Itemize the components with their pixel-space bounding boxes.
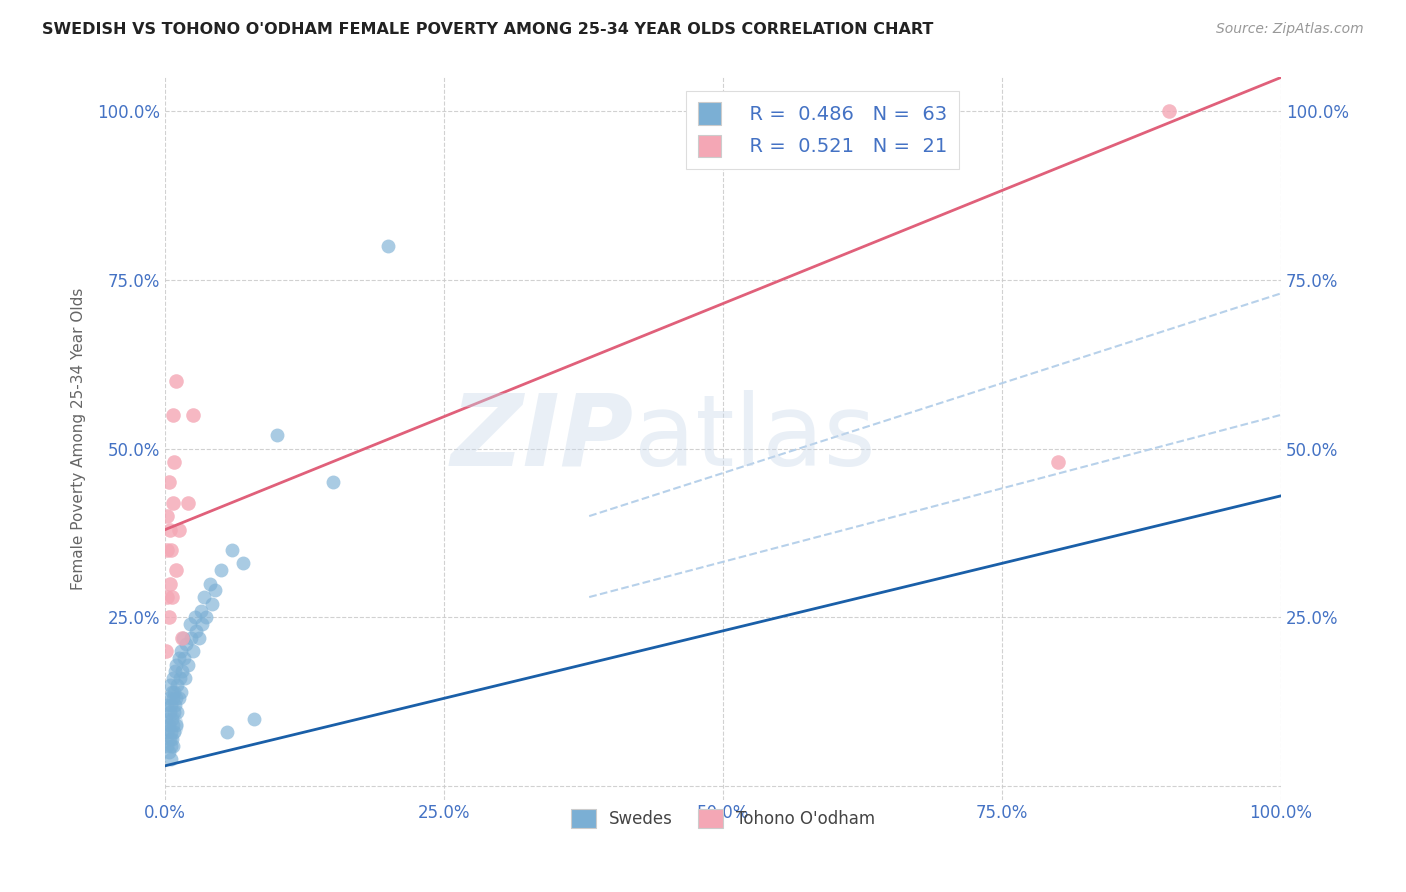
- Point: [159, 725, 181, 739]
- Point: [159, 752, 181, 766]
- Point: [322, 475, 344, 490]
- Legend: Swedes, Tohono O'odham: Swedes, Tohono O'odham: [564, 802, 882, 835]
- Point: [167, 691, 190, 706]
- Point: [157, 610, 180, 624]
- Point: [173, 650, 195, 665]
- Point: [163, 684, 186, 698]
- Point: [159, 731, 181, 746]
- Point: [191, 617, 214, 632]
- Point: [180, 631, 202, 645]
- Point: [160, 684, 183, 698]
- Point: [159, 523, 181, 537]
- Point: [204, 583, 226, 598]
- Point: [156, 725, 179, 739]
- Point: [162, 671, 184, 685]
- Point: [165, 563, 187, 577]
- Point: [176, 637, 198, 651]
- Point: [170, 644, 193, 658]
- Point: [162, 718, 184, 732]
- Point: [174, 671, 197, 685]
- Point: [159, 739, 181, 753]
- Point: [167, 523, 190, 537]
- Point: [157, 718, 180, 732]
- Point: [187, 631, 209, 645]
- Point: [163, 455, 186, 469]
- Point: [184, 610, 207, 624]
- Point: [156, 739, 179, 753]
- Point: [156, 698, 179, 712]
- Point: [166, 678, 188, 692]
- Point: [176, 657, 198, 672]
- Text: Source: ZipAtlas.com: Source: ZipAtlas.com: [1216, 22, 1364, 37]
- Point: [156, 542, 179, 557]
- Point: [166, 705, 188, 719]
- Point: [221, 542, 243, 557]
- Point: [215, 725, 238, 739]
- Point: [160, 712, 183, 726]
- Point: [159, 678, 181, 692]
- Point: [155, 718, 177, 732]
- Point: [179, 617, 201, 632]
- Y-axis label: Female Poverty Among 25-34 Year Olds: Female Poverty Among 25-34 Year Olds: [72, 287, 86, 590]
- Point: [209, 563, 232, 577]
- Point: [195, 610, 218, 624]
- Point: [156, 509, 179, 524]
- Point: [1046, 455, 1069, 469]
- Point: [163, 705, 186, 719]
- Point: [170, 631, 193, 645]
- Point: [165, 665, 187, 679]
- Point: [232, 557, 254, 571]
- Point: [181, 644, 204, 658]
- Point: [172, 631, 194, 645]
- Point: [160, 731, 183, 746]
- Point: [157, 745, 180, 759]
- Point: [201, 597, 224, 611]
- Point: [169, 671, 191, 685]
- Point: [160, 590, 183, 604]
- Point: [190, 603, 212, 617]
- Point: [157, 691, 180, 706]
- Point: [165, 718, 187, 732]
- Text: ZIP: ZIP: [451, 390, 634, 487]
- Point: [193, 590, 215, 604]
- Point: [165, 657, 187, 672]
- Point: [162, 739, 184, 753]
- Point: [198, 576, 221, 591]
- Point: [170, 684, 193, 698]
- Point: [181, 408, 204, 422]
- Point: [165, 698, 187, 712]
- Point: [165, 691, 187, 706]
- Point: [159, 576, 181, 591]
- Text: atlas: atlas: [634, 390, 876, 487]
- Point: [165, 374, 187, 388]
- Point: [159, 698, 181, 712]
- Point: [176, 495, 198, 509]
- Point: [162, 495, 184, 509]
- Point: [155, 644, 177, 658]
- Point: [243, 712, 266, 726]
- Point: [167, 650, 190, 665]
- Point: [162, 691, 184, 706]
- Point: [157, 475, 180, 490]
- Point: [170, 665, 193, 679]
- Point: [163, 725, 186, 739]
- Point: [162, 408, 184, 422]
- Point: [1159, 104, 1181, 119]
- Point: [159, 705, 181, 719]
- Point: [266, 428, 288, 442]
- Point: [159, 542, 181, 557]
- Text: SWEDISH VS TOHONO O'ODHAM FEMALE POVERTY AMONG 25-34 YEAR OLDS CORRELATION CHART: SWEDISH VS TOHONO O'ODHAM FEMALE POVERTY…: [42, 22, 934, 37]
- Point: [155, 712, 177, 726]
- Point: [377, 239, 399, 253]
- Point: [186, 624, 208, 638]
- Point: [156, 590, 179, 604]
